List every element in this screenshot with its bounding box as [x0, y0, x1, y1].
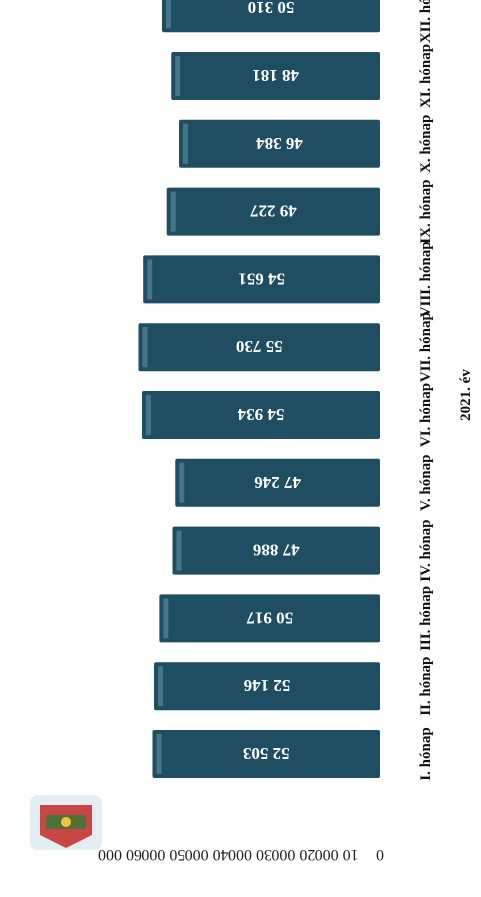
bar-highlight — [183, 123, 189, 164]
value-label: 52 503 — [243, 744, 290, 763]
value-label: 46 384 — [256, 134, 303, 153]
bar — [161, 0, 380, 33]
category-label: VII. hónap — [418, 312, 434, 382]
category-label: V. hónap — [418, 455, 434, 511]
bar — [152, 730, 380, 778]
bar — [166, 187, 380, 236]
category-label: IX. hónap — [418, 179, 434, 243]
category-label: XI. hónap — [418, 44, 434, 108]
y-tick-label: 0 — [376, 846, 384, 863]
bar-highlight — [156, 734, 162, 774]
bar-highlight — [179, 462, 185, 503]
bar-highlight — [142, 327, 148, 368]
bar — [138, 323, 380, 372]
value-label: 50 917 — [246, 608, 293, 627]
x-axis-title: 2021. év — [458, 369, 474, 421]
y-tick-label: 50 000 — [141, 846, 185, 863]
bar-highlight — [170, 191, 176, 232]
value-label: 47 246 — [254, 473, 301, 492]
bar — [141, 391, 380, 439]
category-label: VI. hónap — [418, 383, 434, 447]
bar-highlight — [147, 259, 153, 300]
bar-highlight — [145, 395, 151, 435]
bar — [175, 458, 380, 507]
y-tick-label: 60 000 — [98, 846, 142, 863]
value-label: 54 934 — [237, 405, 284, 424]
value-label: 55 730 — [236, 337, 283, 356]
value-label: 48 181 — [252, 66, 299, 85]
category-label: I. hónap — [418, 727, 434, 780]
y-tick-label: 30 000 — [228, 846, 272, 863]
bar — [179, 119, 380, 168]
bar — [171, 52, 380, 100]
value-label: 54 651 — [238, 269, 285, 288]
category-label: II. hónap — [418, 657, 434, 716]
y-tick-label: 40 000 — [185, 846, 229, 863]
value-label: 50 310 — [248, 0, 295, 17]
category-label: VIII. hónap — [418, 241, 434, 317]
bar — [159, 594, 380, 643]
category-label: III. hónap — [418, 586, 434, 651]
y-tick-label: 20 000 — [271, 846, 315, 863]
bar — [172, 526, 380, 575]
bar — [154, 662, 380, 711]
bar-highlight — [163, 598, 169, 639]
bar-highlight — [158, 666, 164, 707]
y-tick-label: 10 000 — [315, 846, 359, 863]
category-label: IV. hónap — [418, 519, 434, 581]
category-label: XII. hónap — [418, 0, 434, 43]
value-label: 47 886 — [253, 541, 300, 560]
bar-highlight — [165, 0, 171, 29]
bar-highlight — [175, 56, 181, 96]
bar-highlight — [176, 530, 182, 571]
bar — [143, 255, 380, 304]
value-label: 52 146 — [244, 676, 291, 695]
value-label: 49 227 — [249, 202, 296, 221]
emblem-logo — [30, 795, 102, 850]
category-label: X. hónap — [418, 115, 434, 173]
